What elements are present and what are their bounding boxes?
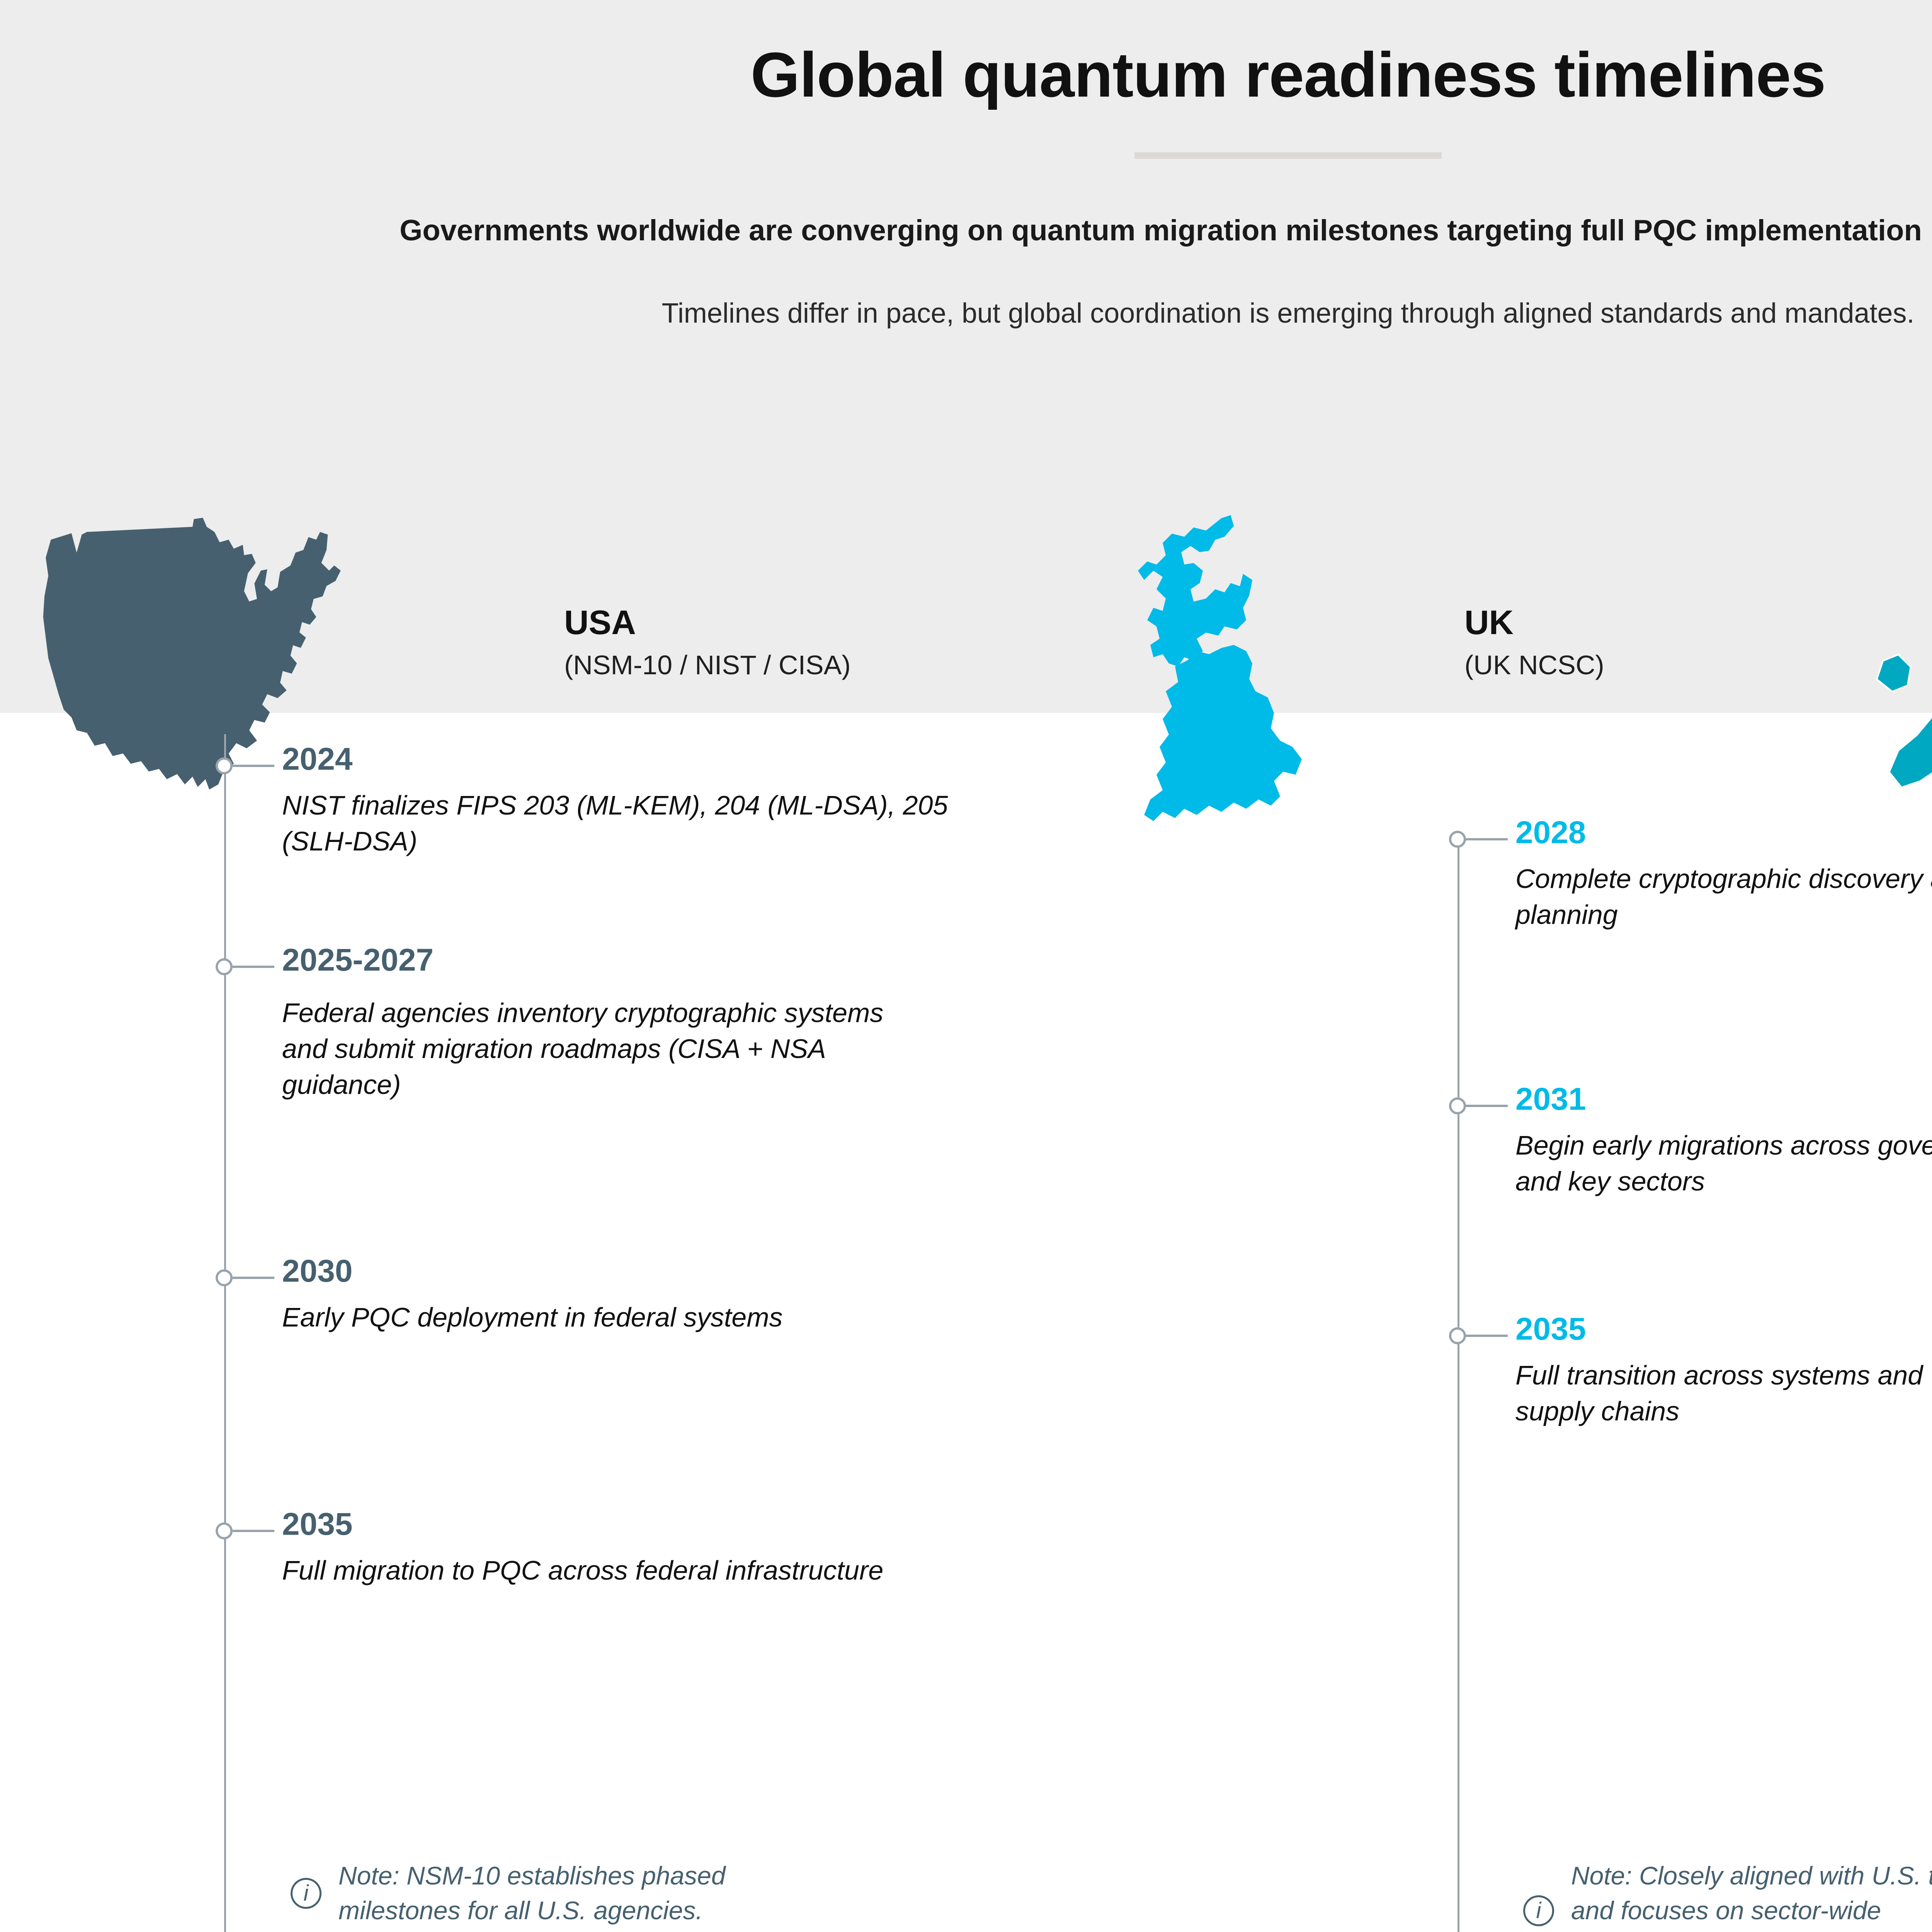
timeline-eu: 2025-2027 Member States adopt NIST-align… [1793, 734, 1932, 1932]
country-label-usa: USA (NSM-10 / NIST / CISA) [564, 603, 851, 680]
milestone-year: 2030 [282, 1253, 353, 1289]
milestone-description: Early PQC deployment in federal systems [282, 1302, 783, 1332]
milestone-description: Federal agencies inventory cryptographic… [282, 998, 884, 1100]
column-usa: USA (NSM-10 / NIST / CISA) 2024 NIST fin… [8, 514, 948, 1932]
timeline-marker-icon [1449, 1327, 1466, 1344]
timeline-marker-icon [216, 757, 233, 774]
info-icon: i [1523, 1895, 1554, 1926]
timeline-marker-icon [216, 958, 233, 975]
note-text: Note: NSM-10 establishes phased mileston… [338, 1861, 726, 1925]
milestone-year: 2035 [282, 1507, 353, 1542]
info-icon: i [291, 1878, 321, 1909]
note-uk: i Note: Closely aligned with U.S. target… [1523, 1859, 1932, 1932]
timeline-connector [1466, 1105, 1508, 1107]
timeline-columns: USA (NSM-10 / NIST / CISA) 2024 NIST fin… [0, 514, 1932, 1932]
timeline-usa: 2024 NIST finalizes FIPS 203 (ML-KEM), 2… [8, 734, 948, 1932]
note-text: Note: Closely aligned with U.S. targets … [1571, 1861, 1932, 1932]
timeline-axis-usa [224, 734, 226, 1932]
milestone-year: 2031 [1515, 1082, 1586, 1117]
timeline-connector [1466, 838, 1508, 840]
note-usa: i Note: NSM-10 establishes phased milest… [291, 1859, 793, 1928]
uk-map-icon [1122, 512, 1323, 860]
milestone-description: NIST finalizes FIPS 203 (ML-KEM), 204 (M… [282, 790, 948, 857]
milestone-year: 2028 [1515, 815, 1586, 850]
timeline-connector [1466, 1335, 1508, 1337]
column-header-usa: USA (NSM-10 / NIST / CISA) [8, 514, 851, 808]
header-description: Timelines differ in pace, but global coo… [662, 298, 1915, 329]
eu-map-icon [1849, 506, 1932, 854]
timeline-marker-icon [216, 1522, 233, 1539]
milestone-year: 2035 [1515, 1311, 1586, 1347]
column-header-uk: UK (UK NCSC) [1070, 514, 1913, 821]
column-uk: UK (UK NCSC) 2028 Complete cryptographic… [1070, 514, 1932, 1932]
milestone-description: Complete cryptographic discovery and mig… [1515, 864, 1932, 930]
timeline-connector [233, 765, 274, 767]
milestone-description: Begin early migrations across government… [1515, 1130, 1932, 1197]
country-agency-uk: (UK NCSC) [1464, 650, 1604, 680]
country-label-uk: UK (UK NCSC) [1464, 603, 1604, 680]
timeline-marker-icon [1449, 1097, 1466, 1114]
country-name-usa: USA [564, 603, 636, 641]
country-agency-usa: (NSM-10 / NIST / CISA) [564, 650, 851, 680]
page-title: Global quantum readiness timelines [750, 39, 1826, 110]
milestone-year: 2024 [282, 742, 353, 777]
header-subtitle: Governments worldwide are converging on … [400, 214, 1932, 247]
header: Global quantum readiness timelines Gover… [0, 0, 1932, 333]
milestone-year: 2025-2027 [282, 942, 434, 978]
timeline-connector [233, 1277, 274, 1279]
milestone-description: Full transition across systems and suppl… [1515, 1360, 1923, 1427]
timeline-marker-icon [1449, 831, 1466, 848]
timeline-connector [233, 966, 274, 968]
milestone-description: Full migration to PQC across federal inf… [282, 1555, 884, 1585]
timeline-connector [233, 1530, 274, 1532]
usa-map-icon [37, 514, 554, 823]
country-name-uk: UK [1464, 603, 1514, 641]
column-header-eu: EU (ENISA / ETSI) [1793, 514, 1932, 808]
timeline-marker-icon [216, 1269, 233, 1286]
column-eu: EU (ENISA / ETSI) 2025-2027 Member State… [1793, 514, 1932, 1932]
timeline-uk: 2028 Complete cryptographic discovery an… [1070, 734, 1932, 1932]
title-divider [1134, 152, 1442, 159]
timeline-axis-uk [1458, 838, 1459, 1932]
